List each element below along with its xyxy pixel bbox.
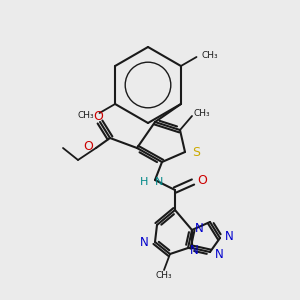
Text: CH₃: CH₃ [156,272,172,280]
Text: CH₃: CH₃ [78,110,94,119]
Text: S: S [192,146,200,158]
Text: CH₃: CH₃ [202,50,218,59]
Text: N: N [190,244,199,257]
Text: O: O [197,173,207,187]
Text: CH₃: CH₃ [193,109,210,118]
Text: O: O [93,110,103,124]
Text: H: H [140,177,148,187]
Text: N: N [215,248,224,260]
Text: N: N [155,177,164,187]
Text: O: O [83,140,93,154]
Text: N: N [140,236,149,248]
Text: N: N [225,230,234,242]
Text: N: N [195,221,204,235]
